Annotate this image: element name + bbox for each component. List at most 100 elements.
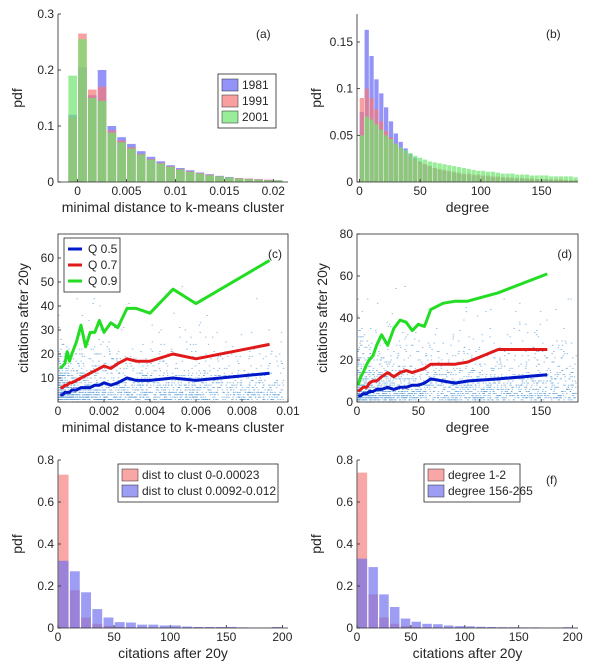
scatter-point — [94, 346, 96, 348]
scatter-point — [519, 302, 521, 304]
scatter-point — [62, 372, 64, 374]
scatter-point — [69, 396, 71, 398]
scatter-point — [543, 393, 545, 394]
scatter-point — [481, 397, 483, 399]
scatter-point — [436, 374, 438, 376]
scatter-point — [170, 351, 173, 352]
scatter-point — [475, 386, 477, 388]
scatter-point — [245, 391, 247, 393]
scatter-point — [70, 370, 72, 372]
scatter-point — [498, 382, 501, 384]
scatter-point — [394, 395, 396, 397]
bar-degree-156-265 — [465, 626, 475, 628]
scatter-point — [535, 388, 538, 390]
scatter-point — [231, 384, 233, 386]
scatter-point — [486, 384, 488, 386]
scatter-point — [70, 387, 73, 388]
scatter-point — [98, 399, 100, 400]
scatter-point — [73, 399, 75, 400]
bar-dist-to-clust-0-0092-0-012 — [182, 626, 192, 628]
scatter-point — [168, 391, 170, 393]
scatter-point — [569, 378, 571, 380]
scatter-point — [126, 391, 128, 393]
y-axis-label: citations after 20y — [314, 263, 330, 373]
scatter-point — [425, 384, 427, 386]
scatter-point — [232, 399, 234, 400]
scatter-point — [360, 344, 362, 346]
scatter-point — [401, 393, 404, 394]
scatter-point — [429, 384, 431, 386]
scatter-point — [449, 386, 452, 388]
scatter-point — [66, 372, 68, 374]
scatter-point — [76, 372, 79, 374]
scatter-point — [84, 389, 87, 391]
scatter-point — [83, 396, 85, 398]
scatter-point — [381, 393, 384, 394]
bar-2001 — [568, 176, 573, 182]
scatter-point — [409, 382, 412, 384]
scatter-point — [73, 384, 75, 386]
scatter-point — [460, 399, 463, 401]
scatter-point — [397, 353, 400, 355]
scatter-point — [527, 382, 530, 384]
scatter-point — [538, 380, 541, 382]
scatter-point — [452, 384, 455, 386]
scatter-point — [396, 344, 398, 346]
legend-swatch — [221, 94, 239, 108]
bar-2001 — [510, 173, 515, 182]
scatter-point — [207, 389, 209, 391]
scatter-point — [188, 391, 191, 393]
scatter-point — [114, 399, 117, 400]
scatter-point — [399, 344, 401, 346]
scatter-point — [419, 386, 421, 388]
scatter-point — [132, 396, 135, 398]
scatter-point — [185, 394, 188, 396]
scatter-point — [572, 372, 574, 373]
scatter-point — [418, 393, 421, 394]
scatter-point — [537, 380, 540, 382]
scatter-point — [152, 365, 155, 367]
bar-2001 — [78, 39, 87, 183]
scatter-point — [540, 393, 543, 394]
scatter-point — [130, 365, 133, 367]
scatter-point — [463, 376, 465, 378]
scatter-point — [407, 334, 409, 336]
scatter-point — [472, 370, 475, 371]
scatter-point — [61, 396, 64, 398]
scatter-point — [423, 384, 425, 386]
scatter-point — [196, 396, 198, 398]
scatter-point — [117, 377, 120, 379]
scatter-point — [501, 376, 503, 378]
bar-degree-156-265 — [476, 626, 486, 628]
scatter-point — [103, 363, 106, 364]
scatter-point — [459, 393, 462, 394]
scatter-point — [358, 386, 360, 388]
scatter-point — [146, 389, 148, 391]
scatter-point — [487, 399, 489, 401]
scatter-point — [484, 363, 486, 365]
scatter-point — [222, 391, 224, 393]
scatter-point — [476, 376, 478, 378]
legend: Q 0.5Q 0.7Q 0.9 — [63, 237, 121, 293]
bar-2001 — [379, 129, 384, 182]
scatter-point — [207, 387, 209, 388]
scatter-point — [392, 380, 394, 382]
scatter-point — [478, 397, 481, 399]
scatter-point — [68, 396, 70, 398]
scatter-point — [364, 380, 366, 382]
scatter-point — [357, 357, 359, 359]
scatter-point — [153, 399, 155, 400]
scatter-point — [239, 394, 242, 396]
scatter-point — [80, 391, 82, 393]
scatter-point — [279, 399, 282, 400]
scatter-point — [191, 382, 194, 384]
scatter-point — [435, 372, 437, 373]
scatter-point — [412, 376, 414, 378]
scatter-point — [375, 382, 378, 384]
scatter-point — [104, 391, 106, 393]
scatter-point — [547, 367, 550, 369]
bar-2001 — [442, 164, 447, 182]
scatter-point — [465, 397, 467, 399]
scatter-point — [567, 386, 570, 388]
scatter-point — [382, 399, 384, 401]
